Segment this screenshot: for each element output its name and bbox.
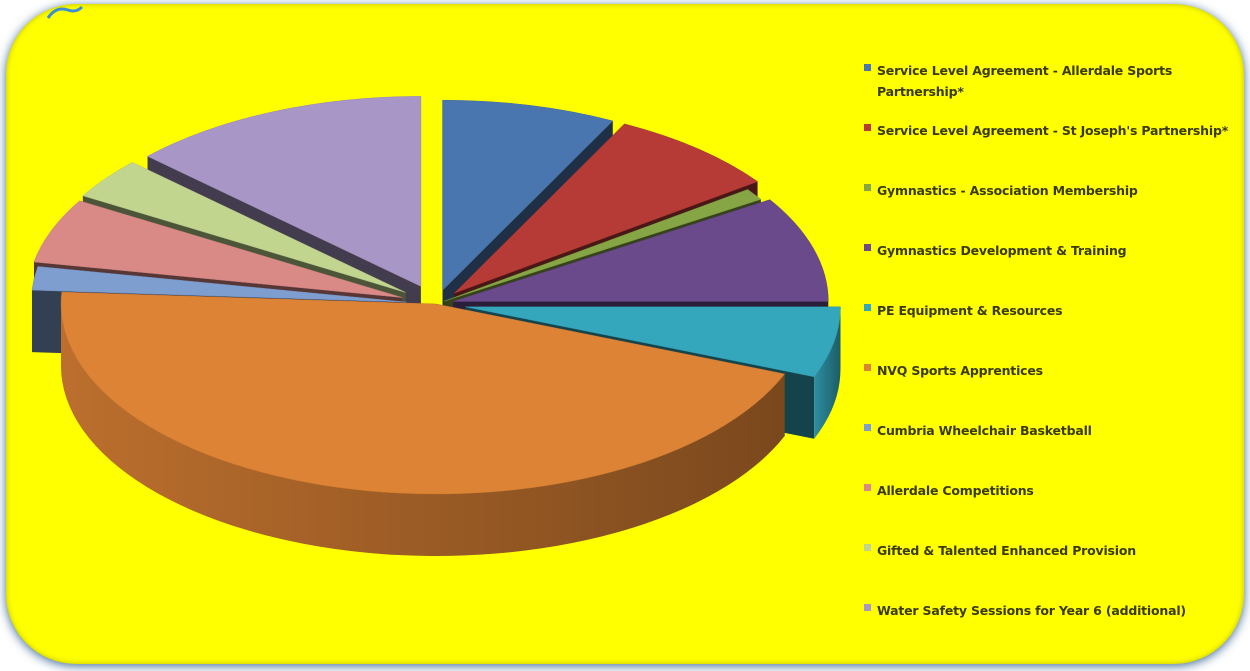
pie-chart: [31, 96, 841, 556]
legend-label: Service Level Agreement - St Joseph's Pa…: [877, 123, 1229, 138]
legend-label: Water Safety Sessions for Year 6 (additi…: [877, 603, 1186, 618]
legend-swatch: [864, 64, 871, 71]
pie-slice-top: [453, 199, 829, 302]
pie-slice-top: [465, 306, 841, 378]
pie-slice-side: [814, 306, 841, 439]
legend-swatch: [864, 304, 871, 311]
chart-panel: Service Level Agreement - Allerdale Spor…: [6, 4, 1244, 664]
legend-label: Cumbria Wheelchair Basketball: [877, 423, 1092, 438]
legend-swatch: [864, 544, 871, 551]
pie-slice-top: [33, 200, 403, 298]
legend-label: Service Level Agreement - Allerdale Spor…: [877, 63, 1173, 99]
legend-label: Gifted & Talented Enhanced Provision: [877, 543, 1136, 558]
legend-label: NVQ Sports Apprentices: [877, 363, 1043, 378]
pie-slice-top: [146, 96, 422, 287]
legend-swatch: [864, 364, 871, 371]
legend-swatch: [864, 604, 871, 611]
legend-label: Gymnastics Development & Training: [877, 243, 1127, 258]
legend-swatch: [864, 184, 871, 191]
pie-slice-top: [31, 266, 407, 303]
pie-slice-top: [442, 99, 614, 291]
pie-slice-top: [60, 291, 786, 495]
pie-slice-side: [61, 304, 785, 556]
legend-swatch: [864, 124, 871, 131]
legend-label: PE Equipment & Resources: [877, 303, 1063, 318]
legend-swatch: [864, 484, 871, 491]
pie-slice-top: [82, 162, 406, 293]
corner-logo-icon: [46, 5, 84, 19]
legend-label: Gymnastics - Association Membership: [877, 183, 1138, 198]
pie-slice-top: [454, 123, 759, 294]
legend-swatch: [864, 424, 871, 431]
legend-label: Allerdale Competitions: [877, 483, 1034, 498]
legend-swatch: [864, 244, 871, 251]
pie-slice-top: [444, 189, 762, 302]
pie-slice-5: [60, 291, 786, 556]
